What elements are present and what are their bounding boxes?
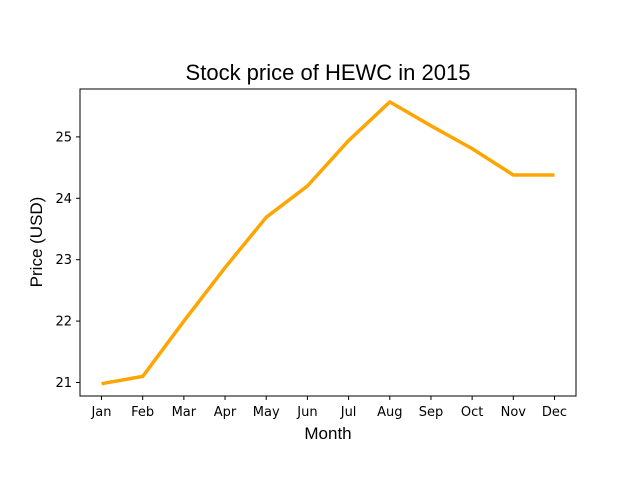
axis-ticks: Jan Feb Mar Apr May Jun Jul Aug Sep Oct Nov Dec 21 22… (55, 130, 567, 420)
x-tick-label: May (253, 405, 280, 420)
x-axis-label: Month (304, 424, 351, 443)
x-tick-label: Mar (172, 405, 197, 420)
x-tick-label: Feb (131, 405, 154, 420)
x-tick-label: Jan (90, 405, 111, 420)
x-tick-label: Apr (214, 405, 237, 420)
x-tick-label: Aug (377, 405, 402, 420)
plot-area-frame (79, 88, 577, 397)
x-tick-label: Jul (340, 405, 357, 420)
y-tick-label: 24 (55, 192, 72, 207)
chart-title: Stock price of HEWC in 2015 (186, 60, 471, 85)
x-tick-label: Jun (296, 405, 317, 420)
x-tick-label: Nov (501, 405, 527, 420)
y-tick-label: 21 (55, 376, 72, 391)
y-axis-label: Price (USD) (27, 197, 46, 288)
series-layer (101, 100, 555, 386)
x-tick-label: Dec (542, 405, 567, 420)
y-tick-label: 22 (55, 315, 72, 330)
y-tick-label: 23 (55, 253, 72, 268)
x-tick-label: Oct (461, 405, 483, 420)
price-line (101, 100, 555, 386)
y-tick-label: 25 (55, 130, 72, 145)
x-tick-label: Sep (419, 405, 444, 420)
